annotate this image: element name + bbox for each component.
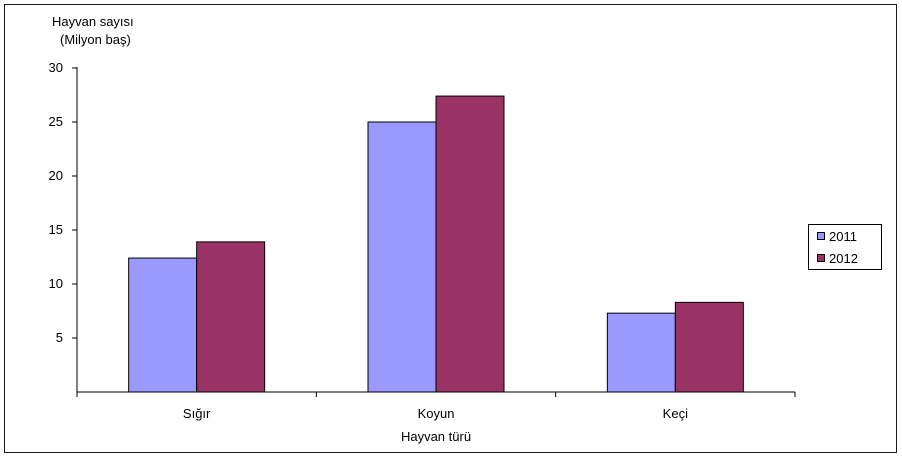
legend-label-2011: 2011 — [829, 228, 857, 244]
y-tick-label-10: 10 — [49, 276, 63, 291]
y-axis-title-line2: (Milyon baş) — [60, 32, 131, 47]
bar-2012-2 — [674, 301, 744, 393]
x-tick-label-0: Sığır — [183, 406, 211, 421]
bar-2012-0 — [196, 241, 266, 393]
x-ticks — [76, 392, 796, 397]
legend-swatch-2012 — [817, 254, 825, 262]
legend-item-2011: 2011 — [817, 228, 857, 244]
y-tick-label-25: 25 — [49, 114, 63, 129]
bar-2011-2 — [606, 312, 676, 393]
x-axis-title: Hayvan türü — [401, 429, 471, 444]
legend-item-2012: 2012 — [817, 250, 858, 266]
bar-2012-1 — [435, 95, 505, 393]
y-tick-label-5: 5 — [56, 330, 63, 345]
bars — [128, 95, 744, 393]
y-tick-label-15: 15 — [49, 222, 63, 237]
legend-swatch-2011 — [817, 232, 825, 240]
legend: 2011 2012 — [808, 224, 882, 270]
x-tick-label-2: Keçi — [663, 406, 688, 421]
x-tick-labels: Sığır Koyun Keçi — [183, 406, 688, 421]
bar-2011-0 — [128, 257, 198, 393]
bar-2011-1 — [367, 121, 437, 393]
y-tick-label-20: 20 — [49, 168, 63, 183]
x-tick-label-1: Koyun — [418, 406, 455, 421]
y-tick-label-30: 30 — [49, 60, 63, 75]
y-axis-title-line1: Hayvan sayısı — [52, 14, 134, 29]
y-ticks: 5 10 15 20 25 30 — [49, 60, 77, 345]
legend-label-2012: 2012 — [829, 250, 858, 266]
